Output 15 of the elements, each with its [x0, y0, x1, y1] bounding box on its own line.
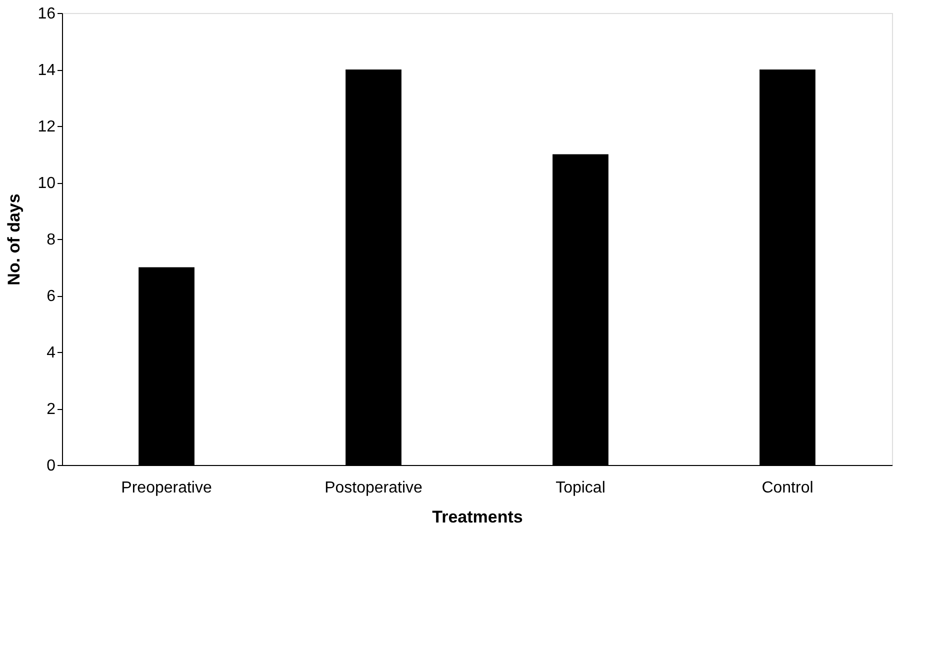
y-tick-label: 2 [46, 401, 56, 418]
y-axis-title: No. of days [4, 194, 24, 286]
y-tick-label: 12 [38, 118, 56, 136]
y-tick-label: 0 [46, 458, 56, 474]
x-tick-label: Control [762, 480, 814, 496]
x-tick-label: Topical [556, 480, 606, 496]
x-tick-label: Preoperative [121, 480, 212, 496]
x-axis-title: Treatments [432, 508, 523, 526]
y-tick-label: 8 [46, 232, 56, 248]
y-tick-label: 4 [46, 344, 56, 362]
y-tick-label: 16 [38, 6, 56, 22]
y-tick-label: 10 [38, 175, 56, 192]
x-tick-label: Postoperative [324, 480, 423, 496]
y-tick-label: 6 [46, 288, 56, 305]
y-tick-label: 14 [38, 62, 56, 79]
